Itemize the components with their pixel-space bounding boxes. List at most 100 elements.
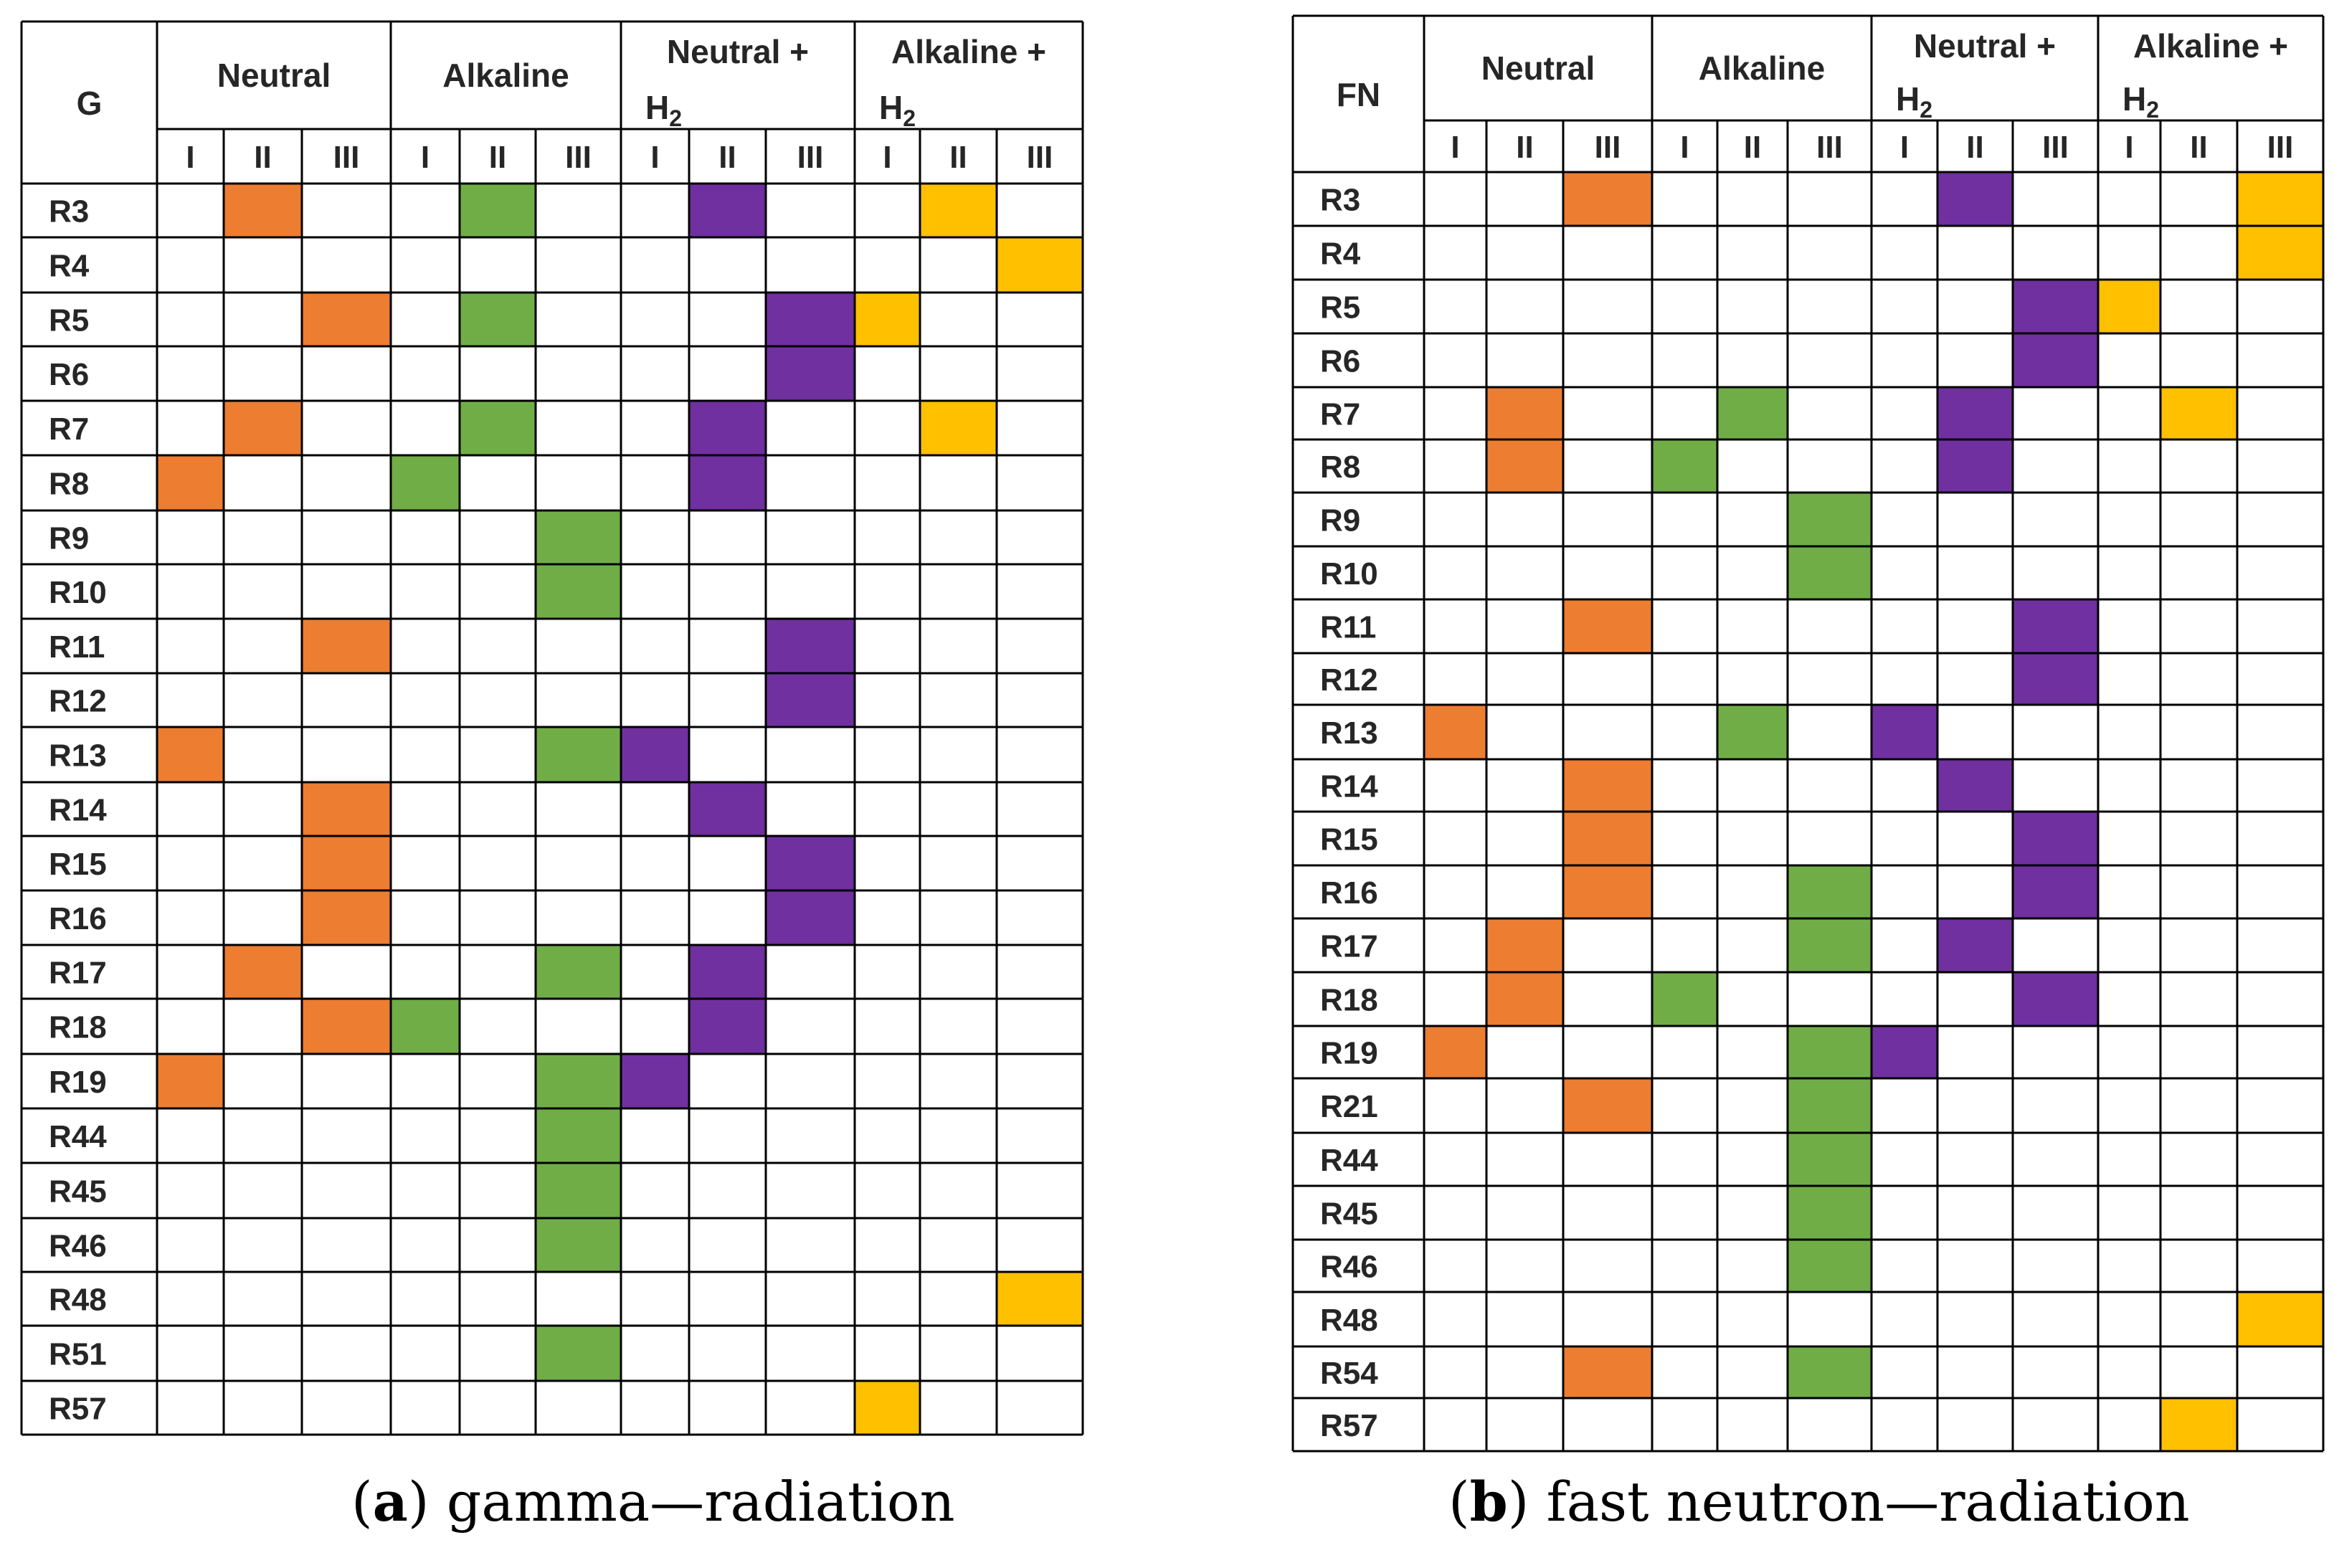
row-label: R14 <box>49 793 107 828</box>
cell-R7-green-II <box>1717 387 1788 439</box>
cell-R5-yellow-I <box>2098 280 2160 333</box>
cell-R11-orange-III <box>302 619 391 673</box>
row-label: R13 <box>1320 716 1378 751</box>
caption-gamma-text: gamma—radiation <box>429 1470 955 1534</box>
cell-R21-orange-III <box>1563 1078 1652 1133</box>
cell-R19-orange-I <box>1424 1026 1486 1078</box>
row-label: R5 <box>1320 290 1360 326</box>
cell-R19-green-III <box>536 1054 621 1108</box>
row-label: R4 <box>1320 237 1361 272</box>
row-label: R7 <box>1320 397 1360 432</box>
cell-R3-purple-II <box>689 184 766 237</box>
cell-R8-orange-II <box>1486 439 1563 493</box>
caption-fast-neutron: (b) fast neutron—radiation <box>1448 1470 2190 1534</box>
grid-lines <box>20 20 1084 1436</box>
cell-R13-green-III <box>536 727 621 782</box>
cell-R15-purple-III <box>766 836 855 890</box>
subcolumn-label-III: III <box>565 140 592 175</box>
cell-R21-green-III <box>1788 1078 1872 1133</box>
cell-R14-purple-II <box>689 782 766 836</box>
group-header-purple-h2: H2 <box>645 89 682 131</box>
subcolumn-label-II: II <box>1744 130 1761 165</box>
group-header-yellow-h2: H2 <box>879 89 916 131</box>
row-label: R16 <box>49 901 107 936</box>
cell-R12-purple-III <box>766 673 855 727</box>
subcolumn-label-I: I <box>1900 130 1909 165</box>
row-label: R11 <box>49 629 105 665</box>
cell-R46-green-III <box>1788 1240 1872 1292</box>
cell-R13-orange-I <box>1424 705 1486 759</box>
subcolumn-label-I: I <box>883 140 891 175</box>
cell-R14-orange-III <box>1563 759 1652 812</box>
group-header-yellow: Alkaline + <box>891 33 1046 70</box>
cell-R13-orange-I <box>157 727 224 782</box>
caption-gamma: (a) gamma—radiation <box>351 1470 955 1534</box>
cell-R16-orange-III <box>1563 865 1652 918</box>
cell-R18-orange-III <box>302 999 391 1054</box>
row-label: R19 <box>1320 1036 1378 1071</box>
row-label: R6 <box>1320 344 1360 379</box>
cell-R5-green-II <box>460 293 536 346</box>
corner-label: G <box>77 85 103 122</box>
group-header-yellow: Alkaline + <box>2133 27 2288 65</box>
cell-R12-purple-III <box>2013 653 2098 705</box>
cell-R10-green-III <box>536 564 621 619</box>
cell-R18-green-I <box>391 999 460 1054</box>
cell-R57-yellow-I <box>855 1381 920 1435</box>
cell-R11-purple-III <box>766 619 855 673</box>
cell-R5-purple-III <box>766 293 855 346</box>
subcolumn-label-I: I <box>186 140 194 175</box>
row-label: R7 <box>49 412 89 447</box>
cell-R17-purple-II <box>1937 918 2013 972</box>
group-header-purple: Neutral + <box>1914 27 2056 65</box>
cell-R7-yellow-II <box>2160 387 2237 439</box>
subcolumn-label-III: III <box>1816 130 1843 165</box>
cell-R48-yellow-III <box>2237 1292 2323 1346</box>
row-label: R13 <box>49 738 107 774</box>
cell-R3-yellow-III <box>2237 172 2323 226</box>
cell-R7-orange-II <box>224 401 302 455</box>
cell-R8-green-I <box>391 455 460 510</box>
subcolumn-label-III: III <box>2267 130 2294 165</box>
cell-R7-purple-II <box>689 401 766 455</box>
row-label: R8 <box>1320 450 1360 485</box>
row-label: R12 <box>49 684 107 719</box>
row-label: R12 <box>1320 662 1378 698</box>
cell-R51-green-III <box>536 1326 621 1381</box>
row-label: R5 <box>49 303 89 338</box>
row-label: R16 <box>1320 875 1378 911</box>
row-label: R21 <box>1320 1089 1378 1124</box>
row-label: R45 <box>1320 1197 1378 1232</box>
cell-R4-yellow-III <box>2237 226 2323 280</box>
caption-gamma-letter: a <box>372 1470 408 1534</box>
subcolumn-label-II: II <box>489 140 506 175</box>
cell-R15-orange-III <box>302 836 391 890</box>
corner-label: FN <box>1337 76 1380 113</box>
subcolumn-label-II: II <box>1966 130 1983 165</box>
caption-fast-neutron-text: fast neutron—radiation <box>1529 1470 2190 1534</box>
subcolumn-label-III: III <box>2042 130 2069 165</box>
row-label: R18 <box>1320 983 1378 1018</box>
cell-R3-orange-II <box>224 184 302 237</box>
row-label: R15 <box>49 847 107 882</box>
cell-R4-yellow-III <box>997 237 1083 293</box>
grid-lines <box>1291 14 2325 1453</box>
row-label: R3 <box>1320 183 1360 218</box>
cell-R3-purple-II <box>1937 172 2013 226</box>
cell-R18-purple-II <box>689 999 766 1054</box>
cell-R14-orange-III <box>302 782 391 836</box>
cell-R7-orange-II <box>1486 387 1563 439</box>
cell-R18-purple-III <box>2013 972 2098 1026</box>
cell-R15-orange-III <box>1563 812 1652 865</box>
row-label: R9 <box>1320 503 1360 538</box>
cell-R11-orange-III <box>1563 599 1652 653</box>
cell-R16-orange-III <box>302 890 391 945</box>
row-label: R15 <box>1320 822 1378 857</box>
cell-R54-green-III <box>1788 1346 1872 1398</box>
cell-R3-orange-III <box>1563 172 1652 226</box>
row-label: R54 <box>1320 1356 1378 1391</box>
row-label: R17 <box>1320 929 1378 964</box>
row-label: R6 <box>49 357 89 392</box>
subcolumn-label-II: II <box>1516 130 1533 165</box>
row-label: R10 <box>1320 556 1378 591</box>
